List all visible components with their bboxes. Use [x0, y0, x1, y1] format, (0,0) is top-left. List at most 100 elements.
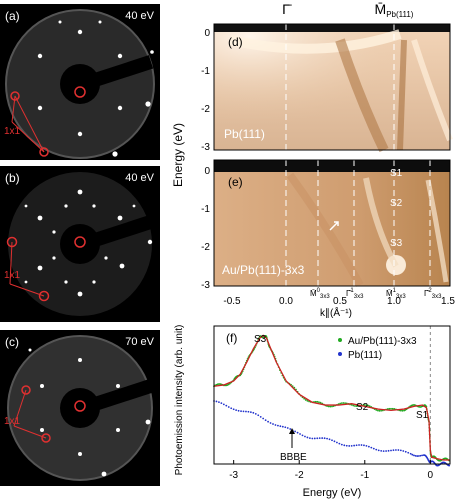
ytick-d-2: -2 — [201, 104, 210, 115]
bbbe-arrowhead — [289, 428, 295, 434]
edc-annotations: S3 S2 S1 BBBE — [254, 334, 429, 463]
edc-point-pb — [281, 425, 284, 428]
edc-frame — [213, 325, 451, 465]
edc-point-pb — [272, 423, 274, 425]
edc-point-pb — [372, 447, 375, 450]
edc-point-pb — [402, 450, 405, 452]
edc-point-pb — [225, 404, 228, 407]
edc-chart: (f) Photoemission intensity (arb. unit) … — [174, 325, 451, 499]
edc-point-au — [355, 405, 358, 408]
edc-point-pb — [218, 401, 220, 404]
state-s1-label: S1 — [390, 168, 403, 179]
edc-point-pb — [421, 454, 424, 457]
ann-s1: S1 — [416, 410, 429, 421]
ytick-d-0: 0 — [204, 28, 210, 39]
legend-au: Au/Pb(111)-3x3 — [348, 336, 417, 347]
state-s2-label: S2 — [390, 198, 403, 209]
edc-point-pb — [215, 400, 218, 403]
ytick-e-1: -1 — [201, 204, 210, 215]
m-top-symbol: M̄ — [375, 1, 387, 17]
xtick-4: 1.5 — [441, 296, 455, 307]
edc-xtick-3: 0 — [428, 470, 434, 481]
gamma-top-label: Γ̄ — [282, 1, 292, 17]
edc-xtick-1: -2 — [295, 470, 304, 481]
edc-point-pb — [267, 420, 269, 423]
edc-point-au — [319, 401, 322, 404]
edc-point-pb — [279, 425, 282, 428]
edc-point-pb — [222, 403, 225, 406]
edc-point-pb — [257, 414, 260, 417]
edc-point-au — [401, 409, 404, 412]
edc-point-au — [306, 399, 309, 402]
ann-s3: S3 — [254, 334, 267, 345]
edc-point-au — [367, 404, 369, 407]
ytick-d-1: -1 — [201, 66, 210, 77]
ann-s2: S2 — [356, 402, 369, 413]
edc-point-pb — [370, 446, 373, 449]
panel-label-f: (f) — [226, 331, 237, 345]
edc-point-pb — [416, 455, 419, 457]
edc-point-pb — [336, 441, 338, 444]
legend-pb: Pb(111) — [348, 350, 382, 361]
note-1x1-b: 1x1 — [4, 270, 21, 281]
panel-e: (e) Au/Pb(111)-3x3 S1 S2 S3 — [213, 159, 451, 287]
edc-plot-area — [213, 326, 451, 467]
edc-point-pb — [304, 435, 306, 438]
edc-point-pb — [390, 449, 392, 452]
edc-point-au — [388, 407, 391, 410]
edc-point-pb — [387, 449, 390, 452]
edc-point-pb — [326, 437, 328, 440]
edc-point-pb — [358, 444, 360, 446]
edc-point-pb — [345, 444, 348, 447]
edc-point-pb — [414, 454, 417, 457]
ann-bbbe: BBBE — [280, 452, 307, 463]
edc-point-pb — [274, 424, 277, 426]
m-top-label: M̄Pb(111) — [375, 1, 414, 19]
edc-xtick-0: -3 — [229, 470, 238, 481]
legend-marker-pb — [338, 352, 342, 356]
edc-point-au — [329, 405, 332, 408]
edc-point-pb — [247, 410, 250, 413]
edc-point-pb — [252, 411, 255, 414]
edc-point-pb — [399, 449, 402, 452]
edc-point-pb — [289, 428, 292, 430]
edc-point-pb — [448, 464, 451, 467]
leed-pattern-c — [7, 335, 154, 481]
panel-label-d: (d) — [228, 35, 243, 49]
edc-point-au — [365, 404, 368, 407]
ytick-e-0: 0 — [204, 166, 210, 177]
edc-x-ticks: -3 -2 -1 0 — [229, 460, 434, 481]
xtick-2: 0.5 — [333, 296, 347, 307]
edc-point-pb — [343, 444, 346, 447]
edc-point-pb — [323, 437, 326, 440]
edc-point-pb — [235, 409, 238, 412]
edc-point-pb — [284, 426, 287, 429]
edc-point-au — [317, 401, 320, 404]
edc-point-pb — [365, 444, 368, 447]
leed-pattern-a — [5, 9, 155, 159]
y-ticks-e: 0 -1 -2 -3 — [201, 166, 210, 291]
edc-point-pb — [417, 455, 420, 457]
edc-point-pb — [340, 443, 343, 446]
edc-point-au — [304, 399, 307, 401]
edc-point-pb — [227, 406, 230, 408]
leed-panel-b: (b) 40 eV 1x1 — [0, 166, 160, 322]
bottom-marks: M̄03x3 Γ̄13x3 M̄13x3 Γ̄23x3 — [310, 288, 442, 300]
edc-point-pb — [286, 427, 289, 429]
edc-point-pb — [360, 444, 363, 446]
edc-point-pb — [348, 445, 351, 447]
edc-point-pb — [249, 411, 252, 414]
x-axis-label: k∥(Å⁻¹) — [320, 306, 352, 318]
y-ticks-d: 0 -1 -2 -3 — [201, 28, 210, 153]
edc-xtick-2: -1 — [360, 470, 369, 481]
panel-d: (d) Pb(111) — [213, 23, 453, 153]
panel-label-c: (c) — [5, 335, 19, 349]
edc-point-au — [316, 400, 319, 403]
edc-point-pb — [411, 453, 414, 456]
xtick-1: 0.0 — [279, 296, 293, 307]
edc-point-pb — [232, 408, 235, 411]
edc-point-au — [390, 407, 392, 410]
edc-point-pb — [306, 436, 309, 439]
edc-point-pb — [407, 451, 410, 454]
edc-point-pb — [316, 437, 319, 440]
